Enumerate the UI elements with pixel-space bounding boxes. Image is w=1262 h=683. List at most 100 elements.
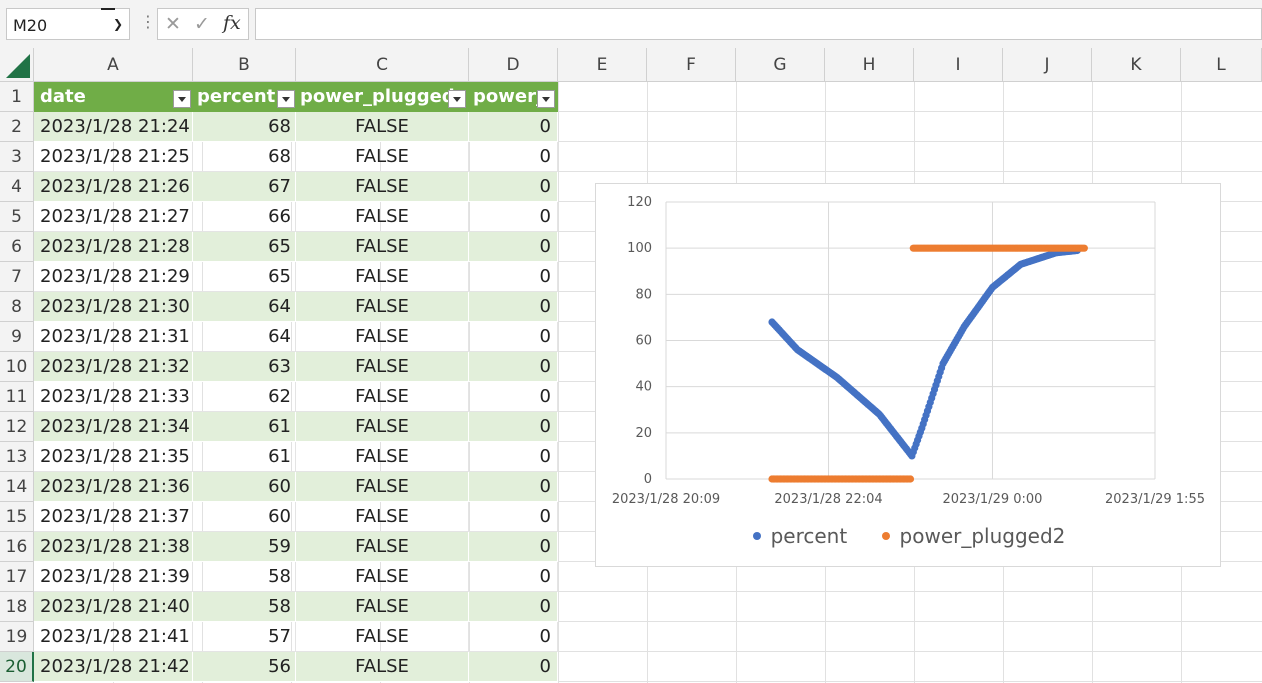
row-header[interactable]: 13 [0,442,34,472]
table-cell[interactable]: FALSE [296,382,469,412]
row-header[interactable]: 3 [0,142,34,172]
row-header[interactable]: 11 [0,382,34,412]
column-header-b[interactable]: B [193,48,296,82]
column-header-l[interactable]: L [1181,48,1262,82]
column-header-i[interactable]: I [914,48,1003,82]
table-cell[interactable]: 2023/1/28 21:40 [34,592,193,622]
table-cell[interactable]: 2023/1/28 21:28 [34,232,193,262]
table-cell[interactable]: 2023/1/28 21:37 [34,502,193,532]
table-cell[interactable]: 2023/1/28 21:38 [34,532,193,562]
column-header-g[interactable]: G [736,48,825,82]
table-cell[interactable]: FALSE [296,292,469,322]
legend-item-power-plugged2[interactable]: power_plugged2 [881,524,1065,548]
table-cell[interactable]: 66 [193,202,296,232]
table-cell[interactable]: 2023/1/28 21:31 [34,322,193,352]
table-cell[interactable]: 0 [469,262,558,292]
table-cell[interactable]: 2023/1/28 21:27 [34,202,193,232]
table-cell[interactable]: FALSE [296,472,469,502]
table-cell[interactable]: FALSE [296,502,469,532]
table-cell[interactable]: 63 [193,352,296,382]
table-header-cell[interactable]: date [34,82,193,112]
table-cell[interactable]: FALSE [296,622,469,652]
table-cell[interactable]: 0 [469,142,558,172]
table-cell[interactable]: FALSE [296,562,469,592]
table-cell[interactable]: 64 [193,322,296,352]
row-header[interactable]: 12 [0,412,34,442]
table-header-cell[interactable]: power_ [469,82,558,112]
column-header-e[interactable]: E [558,48,647,82]
filter-dropdown-icon[interactable] [537,90,555,108]
column-header-j[interactable]: J [1003,48,1092,82]
table-header-cell[interactable]: percent [193,82,296,112]
name-box[interactable]: M20 ❯ [6,8,130,40]
row-header[interactable]: 8 [0,292,34,322]
table-cell[interactable]: 2023/1/28 21:34 [34,412,193,442]
table-cell[interactable]: FALSE [296,442,469,472]
table-cell[interactable]: 2023/1/28 21:29 [34,262,193,292]
column-header-h[interactable]: H [825,48,914,82]
select-all-button[interactable] [0,48,34,82]
column-header-d[interactable]: D [469,48,558,82]
table-cell[interactable]: 61 [193,412,296,442]
table-cell[interactable]: 68 [193,142,296,172]
table-cell[interactable]: 57 [193,622,296,652]
table-cell[interactable]: 0 [469,352,558,382]
table-cell[interactable]: 68 [193,112,296,142]
table-cell[interactable]: 65 [193,262,296,292]
table-cell[interactable]: 0 [469,232,558,262]
table-cell[interactable]: FALSE [296,142,469,172]
table-cell[interactable]: FALSE [296,592,469,622]
chevron-down-icon[interactable]: ❯ [112,17,123,31]
table-cell[interactable]: FALSE [296,352,469,382]
row-header[interactable]: 19 [0,622,34,652]
table-cell[interactable]: 65 [193,232,296,262]
table-cell[interactable]: 60 [193,472,296,502]
table-cell[interactable]: 0 [469,622,558,652]
table-cell[interactable]: FALSE [296,532,469,562]
row-header[interactable]: 16 [0,532,34,562]
table-cell[interactable]: 0 [469,112,558,142]
table-cell[interactable]: 58 [193,562,296,592]
row-header[interactable]: 5 [0,202,34,232]
row-header[interactable]: 14 [0,472,34,502]
legend-item-percent[interactable]: percent [752,524,847,548]
table-cell[interactable]: 56 [193,652,296,682]
table-cell[interactable]: 0 [469,562,558,592]
table-cell[interactable]: FALSE [296,232,469,262]
column-header-k[interactable]: K [1092,48,1181,82]
filter-dropdown-icon[interactable] [173,90,191,108]
table-cell[interactable]: 62 [193,382,296,412]
row-header[interactable]: 17 [0,562,34,592]
table-cell[interactable]: 2023/1/28 21:39 [34,562,193,592]
table-cell[interactable]: 0 [469,502,558,532]
table-cell[interactable]: FALSE [296,652,469,682]
table-cell[interactable]: 61 [193,442,296,472]
table-cell[interactable]: FALSE [296,112,469,142]
row-header[interactable]: 2 [0,112,34,142]
table-cell[interactable]: 60 [193,502,296,532]
table-header-cell[interactable]: power_plugged [296,82,469,112]
table-cell[interactable]: 0 [469,592,558,622]
row-header[interactable]: 1 [0,82,34,112]
table-cell[interactable]: FALSE [296,412,469,442]
table-cell[interactable]: 0 [469,472,558,502]
table-cell[interactable]: FALSE [296,172,469,202]
row-header[interactable]: 7 [0,262,34,292]
table-cell[interactable]: 0 [469,652,558,682]
column-header-c[interactable]: C [296,48,469,82]
table-cell[interactable]: 0 [469,202,558,232]
table-cell[interactable]: 67 [193,172,296,202]
row-header[interactable]: 20 [0,652,34,682]
enter-check-icon[interactable]: ✓ [194,13,210,35]
table-cell[interactable]: 0 [469,532,558,562]
row-header[interactable]: 4 [0,172,34,202]
scatter-chart[interactable]: 0 20 40 60 80 100 120 2023/1/28 20:09 2023/1/28 … [595,183,1221,567]
table-cell[interactable]: 0 [469,172,558,202]
table-cell[interactable]: 0 [469,322,558,352]
table-cell[interactable]: FALSE [296,262,469,292]
table-cell[interactable]: 64 [193,292,296,322]
table-cell[interactable]: 0 [469,292,558,322]
row-header[interactable]: 6 [0,232,34,262]
row-header[interactable]: 15 [0,502,34,532]
table-cell[interactable]: 2023/1/28 21:36 [34,472,193,502]
